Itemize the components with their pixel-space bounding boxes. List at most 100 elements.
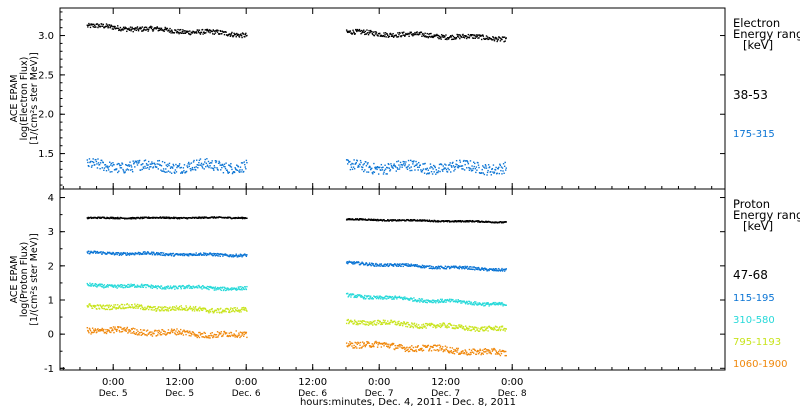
data-point xyxy=(465,267,467,269)
data-point xyxy=(105,23,108,25)
proton-y-tick-label: -1 xyxy=(44,364,54,375)
data-point xyxy=(348,31,351,33)
data-point xyxy=(449,36,451,38)
data-point xyxy=(467,33,470,36)
data-point xyxy=(182,285,185,287)
data-point xyxy=(203,168,205,170)
data-point xyxy=(362,164,364,166)
data-point xyxy=(180,288,182,290)
data-point xyxy=(167,332,169,334)
data-point xyxy=(114,307,116,309)
data-point xyxy=(424,32,426,34)
data-point xyxy=(109,161,111,163)
data-point xyxy=(411,345,413,347)
data-point xyxy=(179,285,181,287)
data-point xyxy=(372,263,375,265)
data-point xyxy=(172,217,174,220)
data-point xyxy=(227,172,229,174)
data-point xyxy=(116,287,118,289)
data-point xyxy=(193,333,195,336)
data-point xyxy=(360,161,362,164)
data-point xyxy=(169,254,171,256)
data-point xyxy=(443,322,446,325)
data-point xyxy=(395,166,397,168)
data-point xyxy=(481,267,483,269)
data-point xyxy=(472,268,474,271)
data-point xyxy=(228,335,230,337)
data-point xyxy=(503,350,506,353)
data-point xyxy=(418,324,420,326)
data-point xyxy=(373,342,376,345)
data-point xyxy=(444,163,446,165)
data-point xyxy=(385,264,388,267)
data-point xyxy=(158,27,160,30)
data-point xyxy=(464,329,466,331)
data-point xyxy=(225,31,227,33)
data-point xyxy=(233,334,236,336)
data-point xyxy=(97,26,99,29)
data-point xyxy=(418,161,420,164)
data-point xyxy=(142,308,144,311)
data-point xyxy=(358,342,360,344)
data-point xyxy=(183,30,185,32)
data-point xyxy=(352,163,354,165)
data-point xyxy=(232,36,234,38)
data-point xyxy=(146,307,148,309)
data-point xyxy=(214,32,217,34)
data-point xyxy=(160,169,162,171)
data-point xyxy=(138,304,140,306)
data-point xyxy=(186,287,189,289)
data-point xyxy=(412,350,414,352)
data-point xyxy=(470,33,472,36)
data-point xyxy=(378,320,380,322)
data-point xyxy=(377,219,379,222)
data-point xyxy=(345,29,348,31)
x-tick-date: Dec. 5 xyxy=(99,389,128,399)
data-point xyxy=(203,254,205,256)
data-point xyxy=(234,307,236,309)
data-point xyxy=(110,331,112,334)
data-point xyxy=(445,326,448,328)
data-point xyxy=(472,348,474,350)
data-point xyxy=(136,334,139,336)
data-point xyxy=(190,287,192,289)
data-point xyxy=(383,218,385,221)
data-point xyxy=(494,353,497,355)
data-point xyxy=(461,352,463,354)
data-point xyxy=(154,308,157,310)
data-point xyxy=(377,296,379,299)
data-point xyxy=(450,350,452,352)
data-point xyxy=(503,36,506,38)
data-point xyxy=(376,341,378,344)
data-point xyxy=(101,327,103,330)
data-point xyxy=(385,263,387,266)
data-point xyxy=(95,305,97,307)
data-point xyxy=(428,323,430,325)
data-point xyxy=(348,322,350,325)
data-point xyxy=(120,167,123,169)
data-point xyxy=(442,220,444,222)
data-point xyxy=(428,350,430,352)
data-point xyxy=(129,169,132,171)
data-point xyxy=(119,26,122,29)
data-point xyxy=(141,331,143,334)
data-point xyxy=(147,305,149,307)
data-point xyxy=(346,260,348,263)
data-point xyxy=(145,252,147,254)
data-point xyxy=(166,333,168,335)
data-point xyxy=(466,327,468,330)
data-point xyxy=(147,217,149,219)
data-point xyxy=(402,160,404,163)
data-point xyxy=(372,324,374,326)
data-point xyxy=(457,347,459,350)
data-point xyxy=(496,40,498,43)
data-point xyxy=(199,252,202,254)
data-point xyxy=(430,35,433,38)
data-point xyxy=(487,303,490,305)
data-point xyxy=(375,31,377,33)
data-point xyxy=(492,329,495,331)
data-point xyxy=(241,216,243,219)
data-point xyxy=(491,328,493,331)
data-point xyxy=(159,27,161,29)
data-point xyxy=(150,284,153,286)
